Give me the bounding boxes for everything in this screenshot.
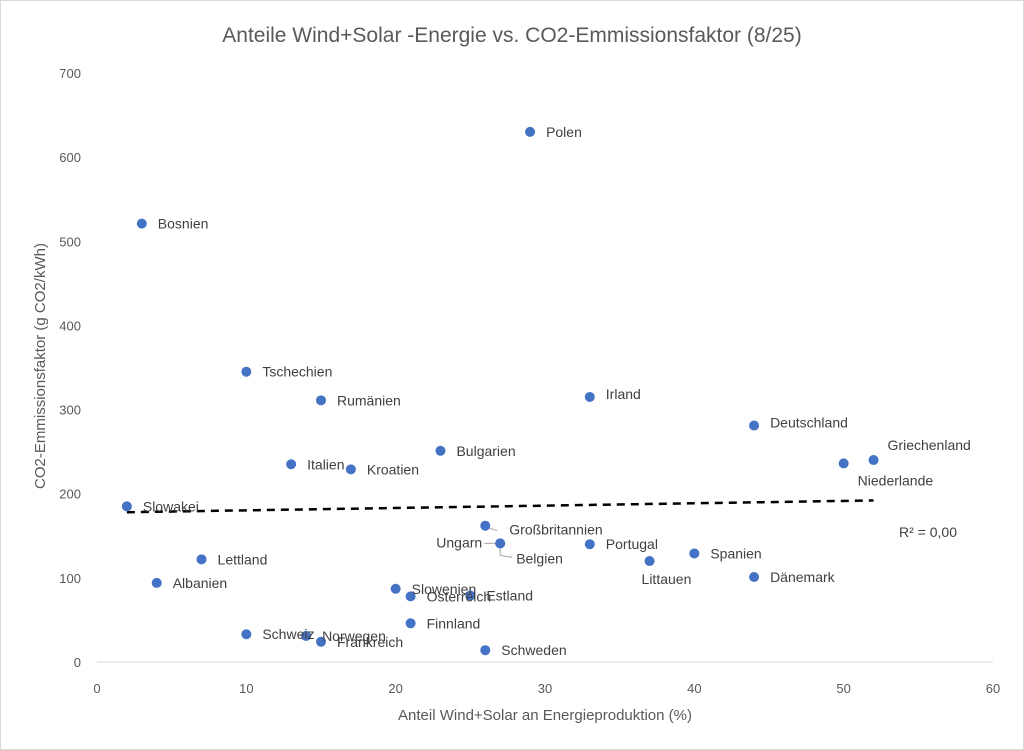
x-tick-labels: 0 10 20 30 40 50 60: [93, 681, 1000, 696]
data-point: [435, 445, 446, 456]
data-label: Irland: [606, 386, 641, 402]
data-label: Italien: [307, 456, 344, 472]
data-label: Littauen: [642, 571, 692, 587]
data-point: [838, 458, 849, 469]
data-point: [749, 572, 760, 583]
data-label: Slowenien: [412, 581, 477, 597]
data-point: [480, 520, 491, 531]
data-label: Niederlande: [858, 472, 934, 488]
data-label: Belgien: [516, 550, 563, 566]
data-point: [345, 464, 356, 475]
x-axis-title: Anteil Wind+Solar an Energieproduktion (…: [398, 707, 692, 724]
y-tick-label: 600: [59, 150, 81, 165]
y-tick-label: 500: [59, 234, 81, 249]
x-tick-label: 10: [239, 681, 253, 696]
data-point: [525, 126, 536, 137]
data-label: Finnland: [427, 615, 481, 631]
x-tick-label: 0: [93, 681, 100, 696]
data-label: Großbritannien: [509, 522, 602, 538]
x-tick-label: 20: [388, 681, 402, 696]
data-point: [136, 218, 147, 229]
data-label: Tschechien: [262, 364, 332, 380]
data-point: [286, 459, 297, 470]
leader-line: [488, 527, 498, 532]
y-tick-label: 0: [74, 655, 81, 670]
data-label: Lettland: [218, 551, 268, 567]
data-label: Frankreich: [337, 634, 403, 650]
data-point: [644, 556, 655, 567]
data-label: Estland: [486, 588, 533, 604]
data-point: [480, 645, 491, 656]
data-point: [241, 629, 252, 640]
data-label: Bulgarien: [456, 443, 515, 459]
y-tick-label: 100: [59, 571, 81, 586]
data-label: Bosnien: [158, 216, 209, 232]
data-point: [241, 366, 252, 377]
data-point: [196, 554, 207, 565]
data-label: Griechenland: [888, 437, 971, 453]
trendline: [126, 499, 874, 514]
data-point: [405, 618, 416, 629]
data-label: Polen: [546, 124, 582, 140]
x-tick-label: 60: [986, 681, 1000, 696]
y-tick-label: 200: [59, 487, 81, 502]
y-axis-title: CO2-Emmissionsfaktor (g CO2/kWh): [32, 243, 49, 489]
data-point: [390, 583, 401, 594]
data-label: Slowakei: [143, 498, 199, 514]
data-point: [495, 538, 506, 549]
r-squared-label: R² = 0,00: [899, 524, 957, 540]
y-tick-label: 700: [59, 66, 81, 81]
x-tick-label: 30: [538, 681, 552, 696]
data-label: Spanien: [710, 545, 761, 561]
y-tick-label: 300: [59, 403, 81, 418]
trendline-group: [126, 499, 874, 514]
data-point: [301, 630, 312, 641]
data-point: [689, 548, 700, 559]
data-point: [868, 455, 879, 466]
data-point: [151, 577, 162, 588]
data-label: Norwegen: [322, 628, 386, 644]
data-point: [584, 539, 595, 550]
data-label: Schweden: [501, 642, 566, 658]
data-labels: Polen Bosnien Tschechien Rumänien Irland Deut…: [143, 124, 971, 658]
data-label: Dänemark: [770, 569, 836, 585]
data-label: Albanien: [173, 575, 228, 591]
chart-title: Anteile Wind+Solar -Energie vs. CO2-Emmi…: [222, 24, 801, 47]
data-label: Rumänien: [337, 392, 401, 408]
data-point: [121, 501, 132, 512]
data-label: Kroatien: [367, 461, 419, 477]
data-label: Portugal: [606, 536, 658, 552]
data-label: Schweiz: [262, 626, 314, 642]
leader-lines: [484, 527, 513, 558]
x-tick-label: 40: [687, 681, 701, 696]
data-point: [584, 391, 595, 402]
data-point: [316, 636, 326, 647]
data-point: [465, 590, 476, 601]
data-label: Österreich: [427, 587, 492, 604]
data-points: [121, 126, 879, 656]
x-tick-label: 50: [836, 681, 850, 696]
data-label: Ungarn: [436, 534, 482, 550]
leader-line: [499, 547, 513, 558]
y-tick-label: 400: [59, 318, 81, 333]
data-label: Deutschland: [770, 415, 848, 431]
data-point: [749, 420, 760, 431]
data-point: [316, 395, 326, 406]
data-point: [405, 591, 416, 602]
y-tick-labels: 0 100 200 300 400 500 600 700: [59, 66, 81, 670]
